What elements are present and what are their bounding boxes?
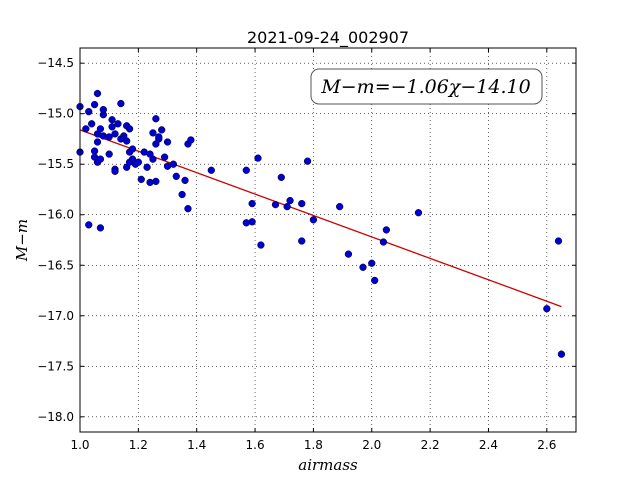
y-tick-label: −18.0 xyxy=(37,410,74,424)
data-point xyxy=(181,176,189,185)
data-point xyxy=(99,105,107,114)
data-point xyxy=(336,203,344,211)
fit-line-group xyxy=(79,129,562,308)
data-point xyxy=(143,163,151,171)
data-point xyxy=(149,155,157,163)
data-point xyxy=(359,263,367,271)
data-points xyxy=(76,89,566,358)
data-point xyxy=(111,130,119,138)
data-point xyxy=(90,100,99,109)
data-point xyxy=(134,158,143,166)
data-point xyxy=(184,205,192,213)
y-axis-label: M−m xyxy=(13,219,31,262)
data-point xyxy=(114,120,122,128)
y-tick-label: −17.5 xyxy=(37,359,74,373)
data-point xyxy=(248,218,256,226)
chart-title: 2021-09-24_002907 xyxy=(247,28,409,48)
data-point xyxy=(117,99,125,108)
data-point xyxy=(368,259,376,267)
data-point xyxy=(254,154,262,162)
data-point xyxy=(242,166,250,174)
x-tick-label: 1.2 xyxy=(129,438,148,452)
gridlines xyxy=(79,48,576,432)
data-point xyxy=(371,276,379,285)
x-tick-label: 2.0 xyxy=(362,438,381,452)
data-point xyxy=(160,153,169,161)
y-tick-label: −15.0 xyxy=(37,107,74,121)
y-tick-label: −17.0 xyxy=(37,309,74,323)
data-point xyxy=(88,120,96,128)
data-point xyxy=(85,221,93,229)
data-point xyxy=(96,125,105,133)
data-point xyxy=(344,250,353,258)
data-point xyxy=(257,241,265,249)
axis-ticks: 1.0 1.2 1.4 1.6 1.8 2.0 2.2 2.4 2.6 −14.5 −15.0 −15… xyxy=(37,48,576,452)
y-tick-label: −15.5 xyxy=(37,157,74,171)
data-point xyxy=(379,238,388,246)
data-point xyxy=(178,190,186,199)
data-point xyxy=(172,172,180,180)
data-point xyxy=(187,136,195,144)
data-point xyxy=(207,166,215,174)
data-point xyxy=(163,138,172,146)
data-point xyxy=(125,125,134,133)
data-point xyxy=(298,237,306,245)
data-point xyxy=(248,199,256,208)
data-point xyxy=(111,167,119,175)
x-tick-label: 2.6 xyxy=(537,438,556,452)
data-point xyxy=(554,237,563,245)
data-point xyxy=(557,350,566,358)
data-point xyxy=(90,147,99,155)
annotation-box xyxy=(310,68,543,105)
data-point xyxy=(96,155,105,163)
data-point xyxy=(309,216,318,224)
data-point xyxy=(286,196,294,205)
data-point xyxy=(108,116,116,124)
data-point xyxy=(105,150,113,158)
data-point xyxy=(543,305,551,313)
x-tick-label: 2.2 xyxy=(421,438,440,452)
x-tick-label: 1.6 xyxy=(246,438,265,452)
x-tick-label: 2.4 xyxy=(479,438,498,452)
data-point xyxy=(93,89,102,98)
data-point xyxy=(149,129,157,137)
data-point xyxy=(283,203,291,211)
data-point xyxy=(105,133,113,141)
data-point xyxy=(382,226,391,234)
data-point xyxy=(303,157,312,165)
data-point xyxy=(271,200,280,209)
y-tick-label: −16.0 xyxy=(37,208,74,222)
data-point xyxy=(298,199,306,208)
data-point xyxy=(158,126,166,134)
data-point xyxy=(93,138,102,146)
fit-line xyxy=(79,129,562,308)
data-point xyxy=(85,108,93,116)
x-tick-label: 1.8 xyxy=(304,438,323,452)
x-tick-label: 1.0 xyxy=(70,438,89,452)
x-tick-label: 1.4 xyxy=(187,438,206,452)
data-point xyxy=(96,224,105,232)
data-point xyxy=(169,160,178,168)
x-axis-label: airmass xyxy=(298,456,358,474)
data-point xyxy=(108,123,116,131)
fit-annotation: M−m=−1.06χ−14.10 xyxy=(310,68,543,105)
data-point xyxy=(137,175,145,184)
data-point xyxy=(277,173,285,181)
fit-equation: M−m=−1.06χ−14.10 xyxy=(320,76,530,98)
data-point xyxy=(152,115,160,123)
data-point xyxy=(155,133,163,141)
data-point xyxy=(152,177,160,186)
plot-frame xyxy=(79,47,577,433)
data-point xyxy=(414,209,423,217)
y-tick-label: −16.5 xyxy=(37,258,74,272)
y-tick-label: −14.5 xyxy=(37,56,74,70)
data-point xyxy=(82,125,90,133)
data-point xyxy=(128,145,137,153)
data-point xyxy=(123,137,131,145)
